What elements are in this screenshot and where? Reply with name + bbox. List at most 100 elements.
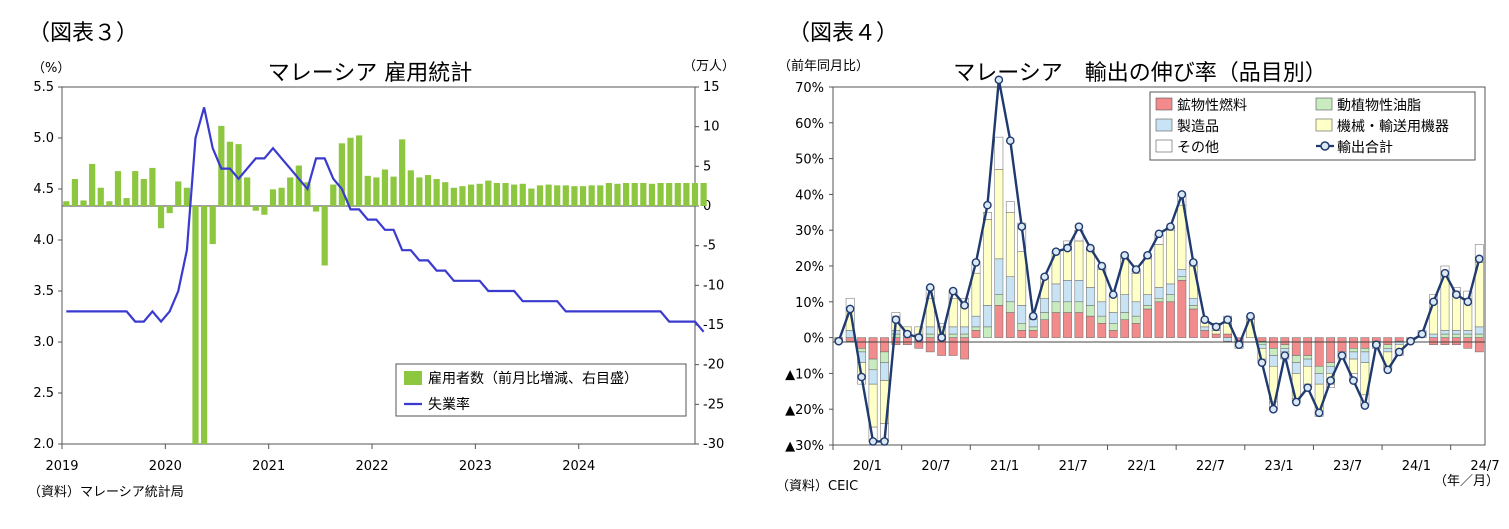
employment-bar — [183, 187, 190, 206]
left-y-tick-label: 5.5 — [33, 80, 54, 95]
bar-mach — [1143, 258, 1152, 295]
total-marker — [868, 437, 878, 446]
employment-bar — [640, 182, 647, 206]
bar-mfg — [994, 258, 1004, 295]
bar-oil — [1452, 333, 1461, 338]
chart-title-right: マレーシア 輸出の伸び率（品目別） — [953, 61, 1327, 86]
bar-fuel — [1452, 337, 1461, 346]
employment-bar — [295, 165, 302, 206]
employment-bar — [261, 206, 268, 215]
bar-fuel — [1120, 319, 1130, 338]
employment-bar — [528, 188, 535, 206]
x-tick-label-right: 23/1 — [1265, 459, 1294, 474]
employment-bar — [536, 185, 544, 206]
bar-mfg — [1120, 294, 1130, 313]
bar-fuel — [925, 337, 935, 353]
y-tick-label-right: 50% — [795, 153, 824, 168]
source-right: （資料）CEIC — [776, 479, 858, 494]
legend-label-fuel: 鉱物性燃料 — [1177, 97, 1247, 114]
employment-bar — [545, 184, 552, 206]
y-tick-label-right: 70% — [795, 81, 824, 96]
bar-fuel — [1131, 323, 1141, 338]
total-marker — [845, 304, 855, 314]
total-marker — [1223, 315, 1232, 325]
bar-fuel — [1383, 337, 1393, 346]
employment-bar — [106, 201, 113, 206]
bar-fuel — [1108, 330, 1118, 338]
bar-oil — [948, 333, 958, 338]
employment-bar — [269, 189, 277, 206]
bar-fuel — [1280, 337, 1290, 346]
bar-mfg — [880, 362, 889, 381]
bar-fuel — [1326, 337, 1335, 363]
bar-mfg — [1463, 330, 1473, 335]
total-marker — [834, 336, 844, 346]
bar-oil — [1131, 315, 1141, 324]
x-tick-label-right: 24/1 — [1402, 459, 1431, 474]
x-ticks-left: 2019 2020 2021 2022 2023 2024 — [45, 444, 595, 474]
total-marker — [1074, 222, 1084, 231]
employment-bar — [287, 177, 294, 206]
total-marker — [1120, 250, 1129, 260]
right-y-tick-label: -25 — [703, 397, 724, 412]
x-tick-label-right: 21/7 — [1059, 459, 1088, 474]
y-tick-label-right: 10% — [795, 296, 824, 311]
bar-mfg — [1291, 362, 1301, 374]
bar-fuel — [1063, 312, 1072, 338]
employment-bar — [140, 179, 147, 206]
legend-box-left — [395, 363, 687, 417]
total-marker — [1017, 222, 1027, 231]
bar-oil — [1280, 344, 1290, 349]
employment-bar — [364, 175, 371, 206]
bar-mach — [1074, 240, 1084, 281]
total-marker — [1143, 250, 1152, 260]
y-tick-label-right: 30% — [795, 224, 824, 239]
employment-bar — [648, 183, 656, 206]
left-y-tick-label: 2.0 — [33, 437, 54, 452]
bar-oil — [1017, 323, 1027, 331]
employment-bar — [597, 185, 604, 206]
bar-mfg — [1166, 283, 1175, 295]
legend-swatch-oil — [1315, 97, 1333, 111]
x-tick-label-right: 20/7 — [921, 459, 950, 474]
total-marker — [925, 283, 935, 292]
bar-mach — [1303, 365, 1313, 385]
employment-bars — [63, 125, 707, 444]
total-marker — [1440, 268, 1450, 278]
bar-mach — [994, 169, 1004, 260]
employment-bar — [381, 169, 389, 206]
bar-fuel — [1188, 308, 1198, 338]
bar-mfg — [1314, 373, 1324, 385]
bar-oil — [1188, 305, 1198, 310]
employment-bar — [89, 163, 96, 206]
bar-fuel — [1166, 301, 1175, 338]
employment-bar — [399, 139, 406, 206]
bar-mfg — [1383, 348, 1393, 353]
bar-oil — [1314, 365, 1324, 374]
employment-bar — [407, 170, 414, 206]
employment-bar — [114, 171, 122, 206]
bar-mach — [971, 272, 981, 317]
x-tick-label-left: 2022 — [355, 459, 388, 474]
employment-bar — [623, 182, 630, 206]
employment-bar — [63, 201, 70, 206]
bar-fuel — [1200, 330, 1210, 338]
total-marker — [1063, 243, 1072, 253]
bar-fuel — [1337, 337, 1347, 353]
bar-oil — [1326, 362, 1335, 367]
bar-mfg — [1040, 297, 1049, 313]
employment-bar — [485, 180, 492, 206]
y-tick-label-right: 0% — [803, 332, 824, 347]
bar-oil — [880, 351, 889, 363]
bar-fuel — [1005, 312, 1015, 338]
legend-label-line: 失業率 — [428, 396, 470, 413]
total-marker — [1291, 397, 1301, 407]
bar-oil — [1108, 323, 1118, 331]
bar-oil — [1474, 333, 1484, 338]
bar-oil — [1349, 348, 1358, 353]
bar-fuel — [1154, 301, 1164, 338]
bar-mach — [1017, 251, 1027, 306]
fig-label-left: （図表３） — [28, 21, 138, 46]
right-axis-unit: （万人） — [683, 59, 735, 74]
x-tick-label-right: 23/7 — [1333, 459, 1362, 474]
